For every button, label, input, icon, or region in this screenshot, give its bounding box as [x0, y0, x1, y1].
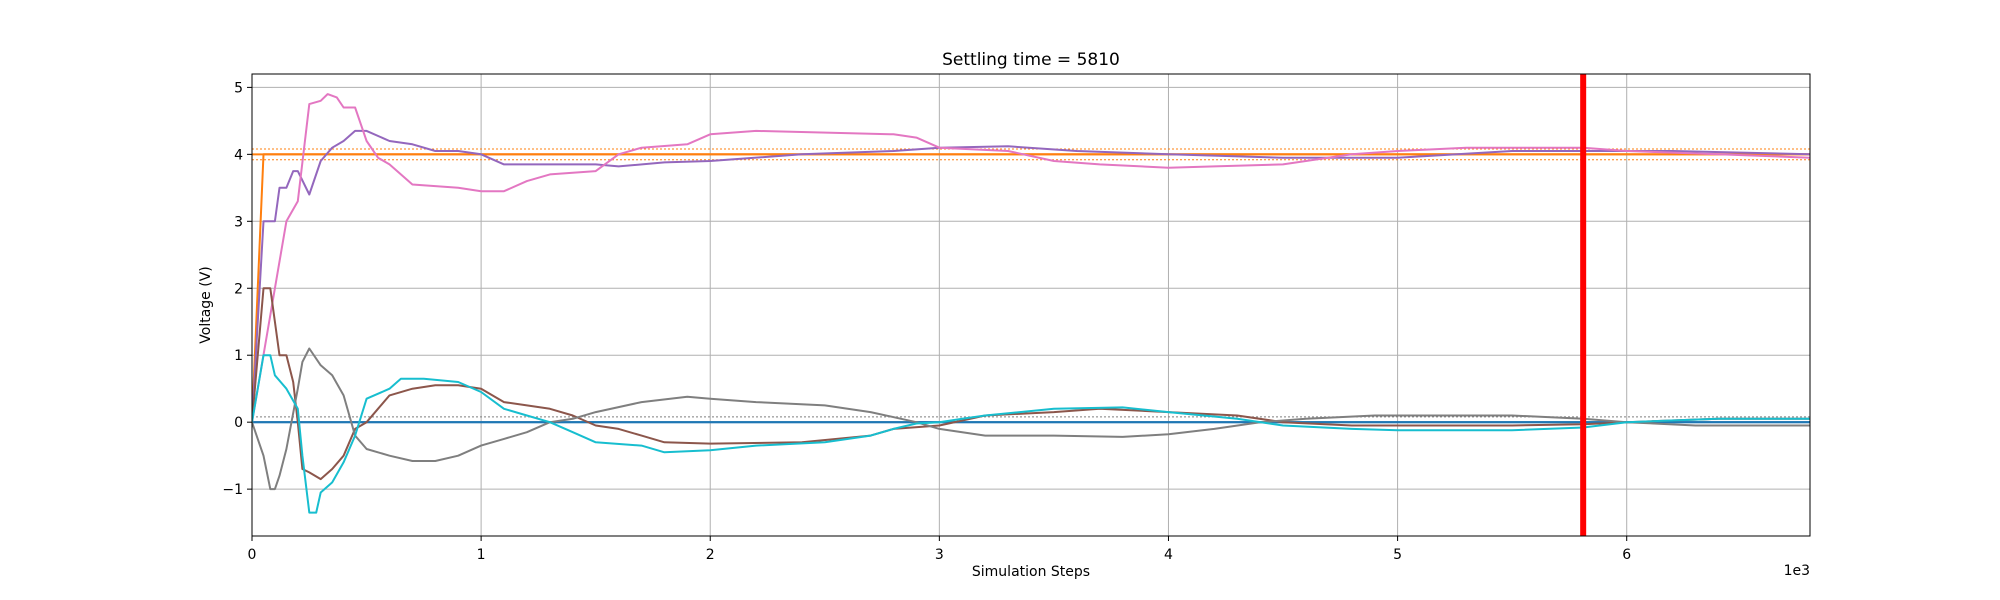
series-line	[252, 287, 1810, 481]
series-line	[252, 129, 1810, 423]
series-line	[252, 153, 1810, 423]
chart-title: Settling time = 5810	[942, 50, 1120, 70]
series-line	[252, 347, 1810, 491]
series-line	[252, 354, 1810, 514]
reference-lines	[252, 148, 1810, 424]
tick-layer: 0 1 2 3 4 5 6 −1 0 1 2 3 4 5	[222, 80, 1631, 563]
series-layer	[252, 93, 1810, 514]
y-tick-label: 1	[234, 348, 243, 364]
plot-frame	[251, 73, 1811, 537]
x-tick-label: 2	[706, 547, 715, 563]
x-tick-label: 6	[1622, 547, 1631, 563]
y-tick-label: 2	[234, 281, 243, 297]
y-axis-label: Voltage (V)	[198, 266, 214, 343]
x-tick-label: 4	[1164, 547, 1173, 563]
y-tick-label: 0	[234, 415, 243, 431]
x-tick-label: 0	[248, 547, 257, 563]
y-tick-label: 3	[234, 214, 243, 230]
y-tick-label: −1	[222, 482, 243, 498]
series-line	[252, 93, 1810, 423]
y-tick-label: 4	[234, 147, 243, 163]
y-tick-label: 5	[234, 80, 243, 96]
x-tick-label: 5	[1393, 547, 1402, 563]
x-tick-label: 3	[935, 547, 944, 563]
x-tick-label: 1	[477, 547, 486, 563]
x-axis-offset-label: 1e3	[1784, 563, 1810, 579]
x-axis-label: Simulation Steps	[972, 564, 1090, 580]
grid-layer	[251, 74, 1810, 536]
